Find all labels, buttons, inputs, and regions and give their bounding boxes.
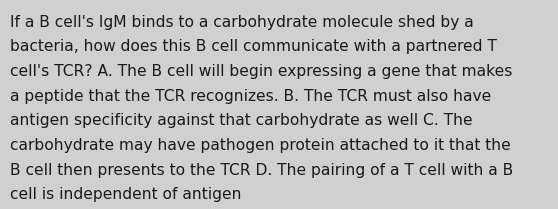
Text: antigen specificity against that carbohydrate as well C. The: antigen specificity against that carbohy… <box>10 113 473 128</box>
Text: If a B cell's IgM binds to a carbohydrate molecule shed by a: If a B cell's IgM binds to a carbohydrat… <box>10 15 474 30</box>
Text: B cell then presents to the TCR D. The pairing of a T cell with a B: B cell then presents to the TCR D. The p… <box>10 163 513 178</box>
Text: a peptide that the TCR recognizes. B. The TCR must also have: a peptide that the TCR recognizes. B. Th… <box>10 89 491 104</box>
Text: bacteria, how does this B cell communicate with a partnered T: bacteria, how does this B cell communica… <box>10 39 497 54</box>
Text: cell is independent of antigen: cell is independent of antigen <box>10 187 242 202</box>
Text: cell's TCR? A. The B cell will begin expressing a gene that makes: cell's TCR? A. The B cell will begin exp… <box>10 64 512 79</box>
Text: carbohydrate may have pathogen protein attached to it that the: carbohydrate may have pathogen protein a… <box>10 138 511 153</box>
